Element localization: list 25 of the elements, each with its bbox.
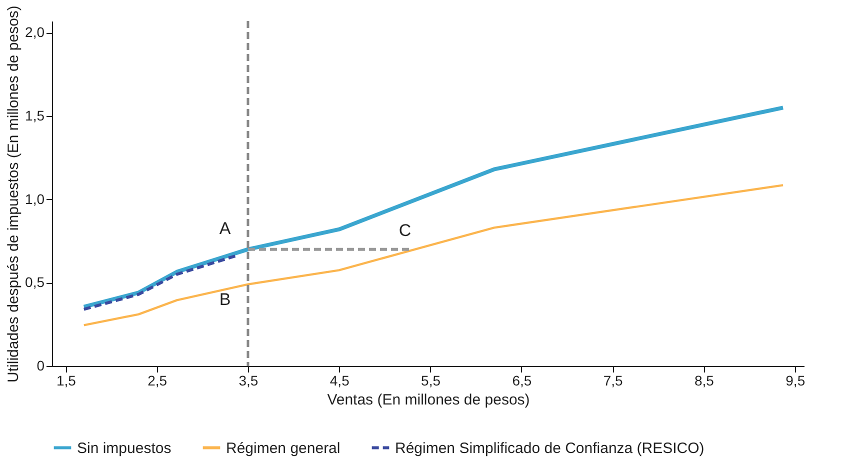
x-tick-label: 7,5 <box>603 372 624 388</box>
x-tick-label: 4,5 <box>330 372 350 388</box>
x-tick-label: 2,5 <box>148 372 168 388</box>
x-tick-label: 6,5 <box>512 372 532 388</box>
legend-label: Sin impuestos <box>77 440 172 457</box>
x-tick-label: 3,5 <box>238 372 258 388</box>
x-axis-title: Ventas (En millones de pesos) <box>327 392 530 408</box>
legend-label: Régimen general <box>226 440 340 457</box>
line-series <box>82 254 237 311</box>
x-tick-label: 1,5 <box>56 372 76 388</box>
y-tick-label: 0 <box>36 358 45 374</box>
x-tick-label: 5,5 <box>421 372 441 388</box>
y-axis-title: Utilidades después de impuestos (En millones de pesos) <box>5 6 22 382</box>
y-tick-label: 1,5 <box>25 108 45 124</box>
x-tick-label: 8,5 <box>694 372 714 388</box>
x-tick-label: 9,5 <box>786 372 806 388</box>
line-series <box>82 184 784 326</box>
annotation: A <box>219 219 232 238</box>
annotation: B <box>219 290 231 309</box>
y-tick-label: 2,0 <box>25 24 45 40</box>
annotation: C <box>398 221 412 240</box>
y-tick-label: 0,5 <box>25 274 45 290</box>
y-tick-label: 1,0 <box>25 190 45 207</box>
legend-label: Régimen Simplificado de Confianza (RESICO) <box>395 440 704 457</box>
line-series <box>82 106 786 309</box>
